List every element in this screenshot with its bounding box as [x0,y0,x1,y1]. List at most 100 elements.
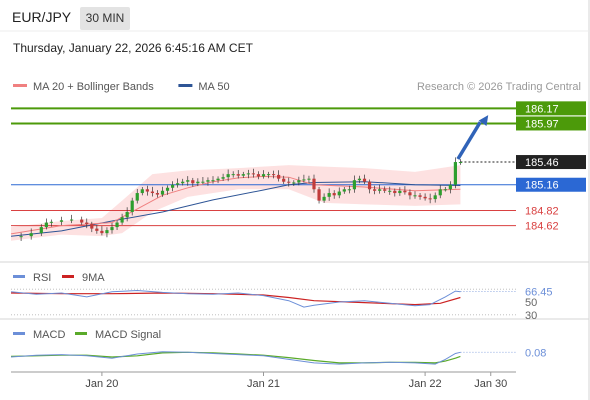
candle-body [448,184,452,190]
candle-body [181,181,185,184]
candle-body [282,178,286,182]
price-label-bg-186.17 [516,101,586,116]
candle-body [367,181,372,190]
datetime-label: Thursday, January 22, 2026 6:45:16 AM CE… [13,41,253,55]
candle-body [373,189,377,191]
rsi-ma-line [10,292,461,306]
candle-body [176,183,180,185]
candle-body [327,193,331,197]
timeframe-button[interactable]: 30 MIN [80,7,130,30]
candle-body [196,181,200,184]
candle-body [59,220,64,222]
candle-body [347,189,351,191]
candle-body [342,189,346,192]
legend-swatch-1 [13,84,27,87]
macd-line [10,351,461,365]
macd-signal-legend-label: MACD Signal [95,329,161,341]
candle-body [135,193,139,201]
candle-body [39,227,43,234]
candle-body [403,190,407,193]
target-arrow-head [478,115,489,127]
candle-body [438,189,442,196]
bollinger-band-area [11,165,461,241]
candle-body [261,174,266,177]
price-label-185.16: 185.16 [525,180,559,192]
candle-body [49,221,53,223]
candle-body [388,190,392,192]
candle-body [100,230,104,234]
rsi-label-30: 30 [525,310,537,322]
candle-body [105,230,109,234]
candle-body [226,174,230,178]
target-arrow [456,121,482,160]
candle-body [362,178,367,182]
macd-label-0.08: 0.08 [525,347,546,359]
x-tick-label: Jan 20 [85,378,118,390]
candle-body [29,233,33,237]
legend-label-2: MA 50 [198,81,229,93]
candle-body [428,198,432,200]
candle-body [312,178,316,190]
candle-body [216,178,220,181]
price-label-185.97: 185.97 [525,118,559,130]
rsi-label-66.45: 66.45 [525,286,553,298]
candle-body [241,174,245,176]
candle-body [317,189,321,201]
candle-body [251,173,255,175]
price-label-185.46: 185.46 [525,157,559,169]
candle-body [453,162,457,185]
candle-body [246,173,250,175]
candle-body [201,181,205,183]
candle-body [206,180,210,182]
candle-body [165,187,170,191]
candle-body [90,224,94,229]
x-tick-label: Jan 21 [247,378,280,390]
macd-signal-legend-swatch [75,332,87,335]
candle-body [272,174,276,176]
candle-body [408,192,412,196]
candle-body [211,180,215,182]
candle-body [115,222,119,228]
candle-body [140,189,144,194]
rsi-legend-label: RSI [33,272,51,284]
candle-body [297,180,301,183]
x-tick-label: Jan 22 [409,378,442,390]
candle-body [85,222,89,225]
candle-body [277,174,281,179]
candle-body [393,190,397,194]
candle-body [110,227,114,231]
symbol-label: EUR/JPY [12,9,72,25]
price-label-bg-185.46 [516,155,586,170]
candle-body [458,162,463,164]
candle-body [413,195,417,197]
price-label-bg-185.97 [516,116,586,131]
candle-body [357,178,362,181]
candle-body [423,196,427,199]
candle-body [80,219,84,223]
legend-label-1: MA 20 + Bollinger Bands [33,81,154,93]
candle-body [443,189,447,191]
price-label-184.62: 184.62 [525,221,559,233]
candle-body [221,177,225,179]
macd-legend-label: MACD [33,329,65,341]
candle-body [70,219,74,221]
legend-swatch-2 [178,84,193,87]
candle-body [236,174,240,176]
rsi-label-50: 50 [525,297,537,309]
candle-body [383,189,387,191]
candle-body [19,236,23,238]
candle-body [287,181,291,183]
candle-body [302,179,306,181]
candle-body [155,193,160,195]
candle-body [130,200,134,212]
candle-body [398,190,402,194]
candle-body [352,180,356,190]
candle-body [337,191,341,196]
macd-legend-swatch [13,332,25,335]
macd-signal-line [10,351,461,364]
candle-body [186,180,190,182]
candle-body [418,195,422,197]
candle-body [256,174,261,177]
candle-body [322,196,326,201]
rsi-ma-legend-label: 9MA [82,272,105,284]
